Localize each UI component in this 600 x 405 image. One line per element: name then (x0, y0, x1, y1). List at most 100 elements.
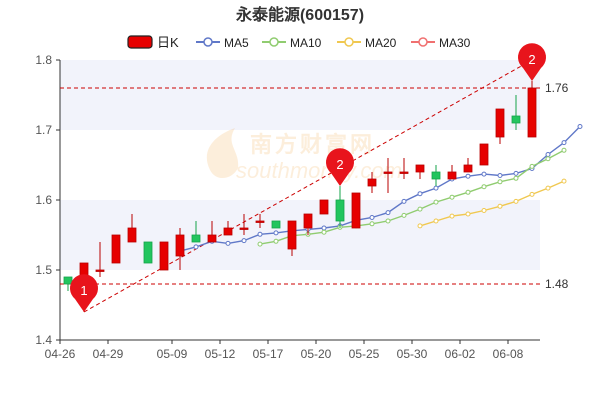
legend-item-ma20[interactable]: MA20 (337, 36, 397, 50)
x-tick-label: 05-25 (349, 347, 380, 361)
watermark-text-en: southmoney.com (236, 158, 402, 183)
candles (63, 81, 537, 312)
ma-point-ma20 (561, 178, 567, 184)
ma-point-ma5 (401, 198, 407, 204)
ma-point-ma20 (449, 213, 455, 219)
candle-body (159, 241, 169, 271)
candle-body (143, 241, 153, 264)
candle-body (207, 234, 217, 243)
x-tick-label: 05-17 (253, 347, 284, 361)
ma-point-ma10 (273, 238, 279, 244)
legend-label: MA10 (290, 36, 322, 50)
candle-body (111, 234, 121, 264)
candle-body (415, 164, 425, 173)
ma-point-ma20 (497, 203, 503, 209)
y-tick-label: 1.6 (35, 193, 52, 207)
y-tick-label: 1.4 (35, 333, 52, 347)
candle-body (463, 164, 473, 173)
candle-body (255, 220, 265, 223)
reference-line-label: 1.48 (545, 277, 569, 291)
ma-point-ma5 (497, 173, 503, 178)
candle-body (367, 178, 377, 187)
trend-line (83, 59, 533, 313)
ma-point-ma5 (257, 231, 263, 237)
candle-body (303, 213, 313, 229)
candle-body (127, 227, 137, 243)
y-axis-ticks: 1.4 1.5 1.6 1.7 1.8 (35, 53, 60, 347)
ma-point-ma5 (433, 185, 439, 191)
x-axis-ticks: 04-26 04-29 05-09 05-12 05-17 05-20 05-25 05-30… (45, 340, 524, 361)
legend-label: MA30 (439, 36, 471, 50)
candle-body (495, 108, 505, 138)
watermark-text-cn: 南方财富网 (250, 132, 375, 157)
marker-label: 1 (80, 283, 87, 298)
ma-point-ma20 (417, 223, 423, 229)
y-tick-label: 1.7 (35, 123, 52, 137)
candle-body (175, 234, 185, 257)
ma-point-ma5 (225, 240, 231, 246)
ma-point-ma5 (577, 124, 583, 129)
legend-label: MA20 (365, 36, 397, 50)
candle-body (287, 220, 297, 250)
ma-point-ma5 (241, 238, 247, 244)
candle-body (479, 143, 489, 166)
candle-body (431, 171, 441, 180)
legend-item-kline[interactable]: 日K (127, 35, 179, 50)
ma-point-ma5 (481, 171, 487, 177)
ma-point-ma10 (257, 241, 263, 247)
x-tick-label: 06-08 (493, 347, 524, 361)
marker-pin (518, 43, 547, 81)
candle-body (95, 269, 105, 272)
marker-pin (326, 148, 354, 186)
legend-ma30-dot (418, 37, 428, 47)
ma-point-ma10 (433, 199, 439, 205)
candle-body (63, 276, 73, 285)
ma-point-ma5 (561, 140, 567, 146)
candle-body (271, 220, 281, 229)
ma-point-ma20 (529, 191, 535, 197)
ma-point-ma5 (385, 210, 391, 216)
ma-point-ma5 (369, 215, 375, 220)
ma-point-ma10 (513, 175, 519, 181)
y-tick-label: 1.8 (35, 53, 52, 67)
watermark-flame-icon (206, 128, 239, 179)
candle-body (383, 171, 393, 174)
legend: 日K MA5 MA10 MA20 MA30 (127, 35, 471, 50)
legend-item-ma10[interactable]: MA10 (262, 36, 322, 50)
legend-kline-swatch (127, 35, 153, 49)
candle-body (351, 192, 361, 229)
x-tick-label: 04-26 (45, 347, 76, 361)
ma-point-ma20 (545, 185, 551, 191)
ma-point-ma5 (193, 244, 199, 250)
ma-line-ma20 (419, 180, 565, 227)
x-tick-label: 06-02 (445, 347, 476, 361)
ma-point-ma10 (529, 163, 535, 169)
candle-body (191, 234, 201, 243)
trend-line-group (83, 59, 533, 313)
marker-label: 2 (528, 52, 535, 67)
ma-point-ma10 (465, 189, 471, 195)
watermark: 南方财富网 southmoney.com (206, 128, 402, 183)
ma-point-ma20 (513, 198, 519, 204)
marker-label: 2 (336, 157, 343, 172)
legend-ma20-dot (344, 37, 354, 47)
ma-point-ma5 (417, 191, 423, 197)
ma-line-ma5 (179, 126, 581, 252)
markers: 1 2 2 (70, 43, 547, 312)
legend-label: MA5 (224, 36, 249, 50)
legend-item-ma30[interactable]: MA30 (411, 36, 471, 50)
ma-point-ma10 (417, 206, 423, 212)
ma-point-ma10 (449, 194, 455, 200)
ma-point-ma10 (321, 229, 327, 235)
candle-body (399, 171, 409, 174)
ma-point-ma5 (545, 152, 551, 157)
ma-point-ma10 (385, 218, 391, 224)
candle-body (527, 87, 537, 138)
x-tick-label: 05-12 (205, 347, 236, 361)
legend-item-ma5[interactable]: MA5 (196, 36, 249, 50)
ma-point-ma10 (561, 147, 567, 153)
ma-point-ma20 (481, 208, 487, 213)
ma-point-ma20 (465, 211, 471, 217)
